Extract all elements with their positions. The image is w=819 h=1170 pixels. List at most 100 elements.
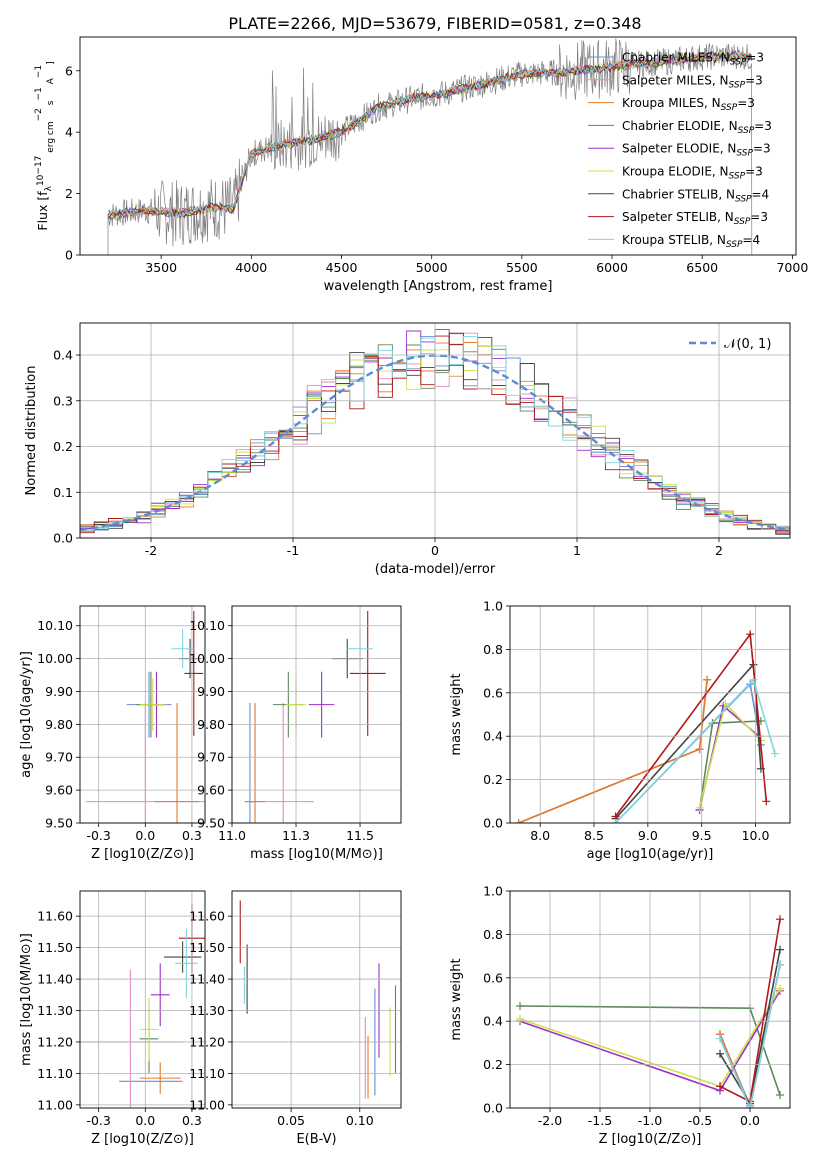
- y-tick-label: 10.00: [37, 651, 73, 666]
- y-tick-label: 0.1: [53, 485, 73, 500]
- y-tick-label: 11.30: [37, 1003, 73, 1018]
- mass-weight-marker: [716, 1049, 724, 1058]
- legend-nssp-value: =3: [745, 73, 763, 87]
- y-tick-label: 11.60: [37, 909, 73, 924]
- y-tick-label: 0.2: [483, 1057, 503, 1072]
- legend-model-name: Kroupa STELIB, N: [622, 233, 726, 247]
- y-axis-label-part: A: [46, 77, 56, 87]
- y-tick-label: 11.10: [189, 1066, 225, 1081]
- mass-weight-line: [614, 662, 762, 820]
- y-tick-label: 9.50: [45, 816, 73, 831]
- plot-area-age-vs-Z: [85, 610, 205, 823]
- legend-nssp-value: =3: [754, 119, 772, 133]
- y-tick-label: 9.80: [45, 717, 73, 732]
- axes-frame: [231, 890, 402, 1109]
- y-axis-label: mass weight: [449, 673, 464, 755]
- x-axis-label: Z [log10(Z/Z⊙)]: [599, 1132, 702, 1147]
- x-tick-label: 3500: [145, 260, 177, 275]
- mass-weight-marker: [762, 797, 771, 806]
- legend-subscript: SSP: [721, 103, 738, 113]
- legend-entry: Kroupa STELIB, NSSP=4: [622, 233, 760, 250]
- legend-entry: Chabrier STELIB, NSSP=4: [622, 187, 769, 204]
- legend-subscript: SSP: [738, 126, 755, 136]
- legend-entry: Salpeter ELODIE, NSSP=3: [622, 142, 771, 159]
- x-axis-label: age [log10(age/yr)]: [587, 847, 714, 862]
- y-tick-label: 10.10: [189, 618, 225, 633]
- mass-weight-marker: [776, 960, 784, 969]
- panel-histogram: -2 -1 0 1 2 0.0 0.1 0.2 0.3 0.4 (data-model)/error…: [24, 322, 791, 577]
- legend-entry: Salpeter MILES, NSSP=3: [622, 73, 763, 90]
- x-tick-label: -2.0: [538, 1113, 562, 1128]
- y-axis-label-part: λ: [44, 185, 54, 191]
- y-axis-label-part: Flux [f: [35, 191, 50, 231]
- panel-age-vs-Z: -0.3 0.0 0.3 9.50 9.60 9.70 9.80 9.90 10.00 10.10…: [19, 605, 206, 862]
- legend-nssp-value: =3: [746, 51, 764, 65]
- x-tick-label: 11.5: [346, 828, 374, 843]
- model-fit-line: [107, 51, 752, 220]
- axes-frame: [79, 890, 206, 1109]
- mass-weight-marker: [516, 1015, 524, 1024]
- mass-weight-marker: [516, 1002, 524, 1011]
- x-tick-label: 8.5: [584, 828, 604, 843]
- x-axis-label: (data-model)/error: [375, 562, 496, 577]
- x-tick-label: 2: [715, 543, 723, 558]
- legend-entry: Chabrier MILES, NSSP=3: [622, 51, 764, 68]
- axes-frame: [79, 322, 791, 539]
- y-axis-label-part: erg cm: [46, 121, 56, 155]
- axes-frame: [79, 605, 206, 824]
- y-tick-label: 6: [65, 63, 73, 78]
- legend-subscript: SSP: [736, 149, 753, 159]
- y-tick-label: 0.0: [483, 1101, 503, 1116]
- x-tick-label: 1: [573, 543, 581, 558]
- y-tick-label: 0.4: [483, 729, 503, 744]
- y-tick-label: 9.50: [197, 816, 225, 831]
- y-tick-label: 0.0: [483, 816, 503, 831]
- mass-weight-line: [719, 964, 781, 1108]
- y-axis-label: mass [log10(M/M⊙)]: [19, 933, 34, 1066]
- y-tick-label: 11.40: [37, 972, 73, 987]
- x-tick-label: 11.3: [282, 828, 310, 843]
- y-axis-label-part: −1: [34, 65, 44, 78]
- legend-entry: Chabrier ELODIE, NSSP=3: [622, 119, 772, 136]
- mass-weight-marker: [749, 675, 758, 684]
- y-tick-label: 0.4: [483, 1014, 503, 1029]
- x-tick-label: 4000: [235, 260, 267, 275]
- x-tick-label: -0.3: [86, 1113, 110, 1128]
- x-axis-label: mass [log10(M/M⊙)]: [250, 847, 383, 862]
- panel-spectrum: 3500 4000 4500 5000 5500 6000 6500 7000 0 2 4 6 wave…: [34, 36, 808, 294]
- mass-weight-line: [614, 632, 768, 817]
- y-tick-label: 0.8: [483, 927, 503, 942]
- x-tick-label: 0.0: [135, 828, 155, 843]
- x-tick-label: -1: [287, 543, 299, 558]
- y-tick-label: 11.00: [37, 1097, 73, 1112]
- x-tick-label: 0.0: [740, 1113, 760, 1128]
- x-tick-label: -0.5: [688, 1113, 712, 1128]
- x-tick-label: 6000: [596, 260, 628, 275]
- panel-age-vs-mass: 11.0 11.3 11.5 9.50 9.60 9.70 9.80 9.90 10.00 10.…: [189, 605, 402, 862]
- y-tick-label: 0.8: [483, 642, 503, 657]
- mass-weight-marker: [776, 984, 784, 993]
- y-axis-label: Flux [fλ10−17 erg cm−2 s−1 A−1]: [34, 61, 56, 230]
- y-tick-label: 2: [65, 186, 73, 201]
- legend-nssp-value: =3: [745, 165, 763, 179]
- observed-spectrum: [107, 38, 753, 255]
- y-axis-label-part: ]: [46, 61, 56, 65]
- y-axis-label: Normed distribution: [24, 366, 39, 496]
- mass-weight-marker: [514, 819, 523, 823]
- legend-nssp-value: =3: [753, 142, 771, 156]
- legend-nssp-value: =4: [752, 187, 770, 201]
- y-axis-label-part: 10: [36, 174, 46, 186]
- x-axis-label: wavelength [Angstrom, rest frame]: [324, 279, 553, 294]
- x-tick-label: 9.0: [638, 828, 658, 843]
- x-tick-label: 5500: [506, 260, 538, 275]
- y-axis-label: mass weight: [449, 958, 464, 1040]
- legend-nssp-value: =3: [737, 96, 755, 110]
- mass-weight-marker: [721, 699, 730, 708]
- x-tick-label: -2: [145, 543, 157, 558]
- axes-frame: [231, 605, 402, 824]
- legend-entry: Kroupa ELODIE, NSSP=3: [622, 165, 763, 182]
- mass-weight-line: [518, 679, 708, 823]
- figure-title: PLATE=2266, MJD=53679, FIBERID=0581, z=0…: [228, 14, 641, 33]
- y-tick-label: 11.20: [37, 1034, 73, 1049]
